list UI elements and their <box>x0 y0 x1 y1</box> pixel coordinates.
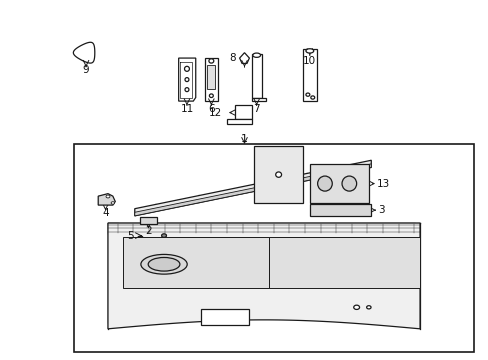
Polygon shape <box>251 98 266 101</box>
Polygon shape <box>234 105 251 119</box>
Polygon shape <box>178 58 195 101</box>
Ellipse shape <box>184 87 188 91</box>
Ellipse shape <box>305 49 313 53</box>
Ellipse shape <box>275 172 281 177</box>
Text: 4: 4 <box>102 208 109 218</box>
Ellipse shape <box>184 66 189 71</box>
Polygon shape <box>135 160 370 216</box>
Polygon shape <box>254 146 303 203</box>
Polygon shape <box>73 42 95 63</box>
Text: 11: 11 <box>180 104 193 114</box>
Polygon shape <box>108 223 414 234</box>
Ellipse shape <box>252 53 260 57</box>
Ellipse shape <box>148 257 180 271</box>
Polygon shape <box>268 237 419 288</box>
Text: 5: 5 <box>127 231 134 240</box>
Ellipse shape <box>161 234 166 237</box>
Ellipse shape <box>341 176 356 191</box>
Ellipse shape <box>317 176 331 191</box>
Text: 7: 7 <box>253 104 260 114</box>
Text: 6: 6 <box>207 104 214 114</box>
Text: 8: 8 <box>229 53 236 63</box>
Text: 10: 10 <box>303 55 316 66</box>
Polygon shape <box>135 164 370 216</box>
Ellipse shape <box>305 93 309 96</box>
Text: 9: 9 <box>82 65 89 75</box>
Polygon shape <box>310 164 368 203</box>
Ellipse shape <box>106 195 110 198</box>
Polygon shape <box>227 119 251 124</box>
Polygon shape <box>108 223 118 323</box>
Text: 2: 2 <box>145 226 151 236</box>
Polygon shape <box>303 49 316 101</box>
Bar <box>207 65 215 89</box>
Ellipse shape <box>209 94 213 98</box>
Ellipse shape <box>184 78 188 82</box>
Polygon shape <box>205 58 217 101</box>
Polygon shape <box>98 194 115 205</box>
Ellipse shape <box>111 202 114 204</box>
Text: 13: 13 <box>376 179 389 189</box>
Polygon shape <box>251 54 261 98</box>
Text: 3: 3 <box>377 205 384 215</box>
Ellipse shape <box>353 305 359 310</box>
Polygon shape <box>122 237 268 288</box>
Polygon shape <box>310 204 370 216</box>
Ellipse shape <box>208 59 213 63</box>
Polygon shape <box>108 223 419 329</box>
Bar <box>200 310 249 325</box>
Text: 1: 1 <box>241 134 247 144</box>
Polygon shape <box>239 53 249 63</box>
Ellipse shape <box>366 306 370 309</box>
Text: 12: 12 <box>209 108 222 118</box>
Polygon shape <box>140 217 157 224</box>
Ellipse shape <box>141 255 187 274</box>
Ellipse shape <box>310 96 314 99</box>
Bar <box>74 144 473 352</box>
